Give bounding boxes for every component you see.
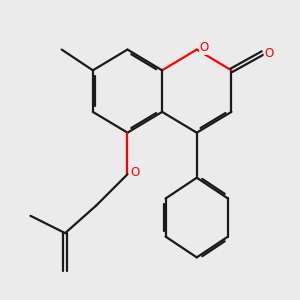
Text: O: O	[264, 46, 273, 59]
Text: O: O	[200, 41, 209, 54]
Text: O: O	[130, 166, 140, 179]
